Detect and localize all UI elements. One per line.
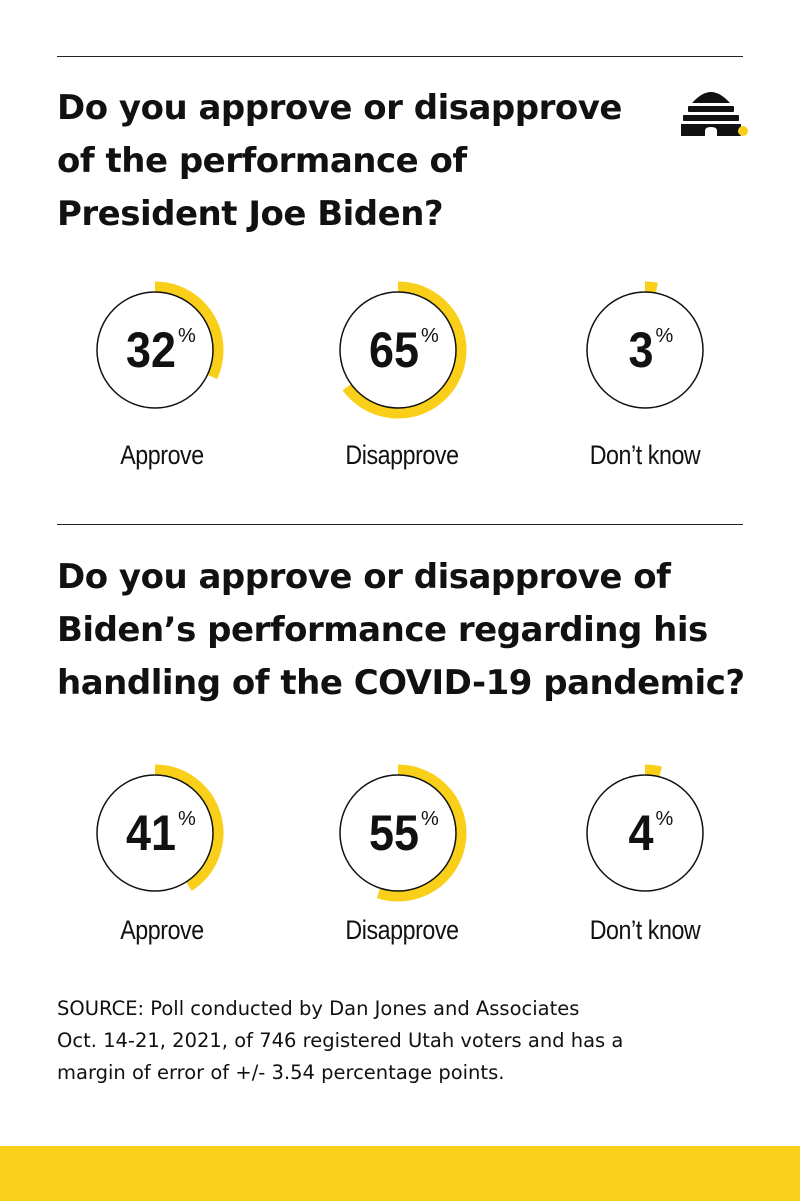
chart-1-value-disapprove: 65 [369, 322, 419, 378]
chart-2-unit-approve: % [178, 808, 196, 830]
beehive-logo-icon [681, 92, 748, 136]
chart-2-value-approve: 41 [126, 805, 176, 861]
chart-2-donut-approve: 41% [96, 764, 224, 892]
chart-2-svg: 41% 55% 4% [96, 764, 704, 902]
chart-1-unit-approve: % [178, 325, 196, 347]
chart-1-donut-disapprove: 65% [339, 281, 467, 419]
chart-1-unit-disapprove: % [421, 325, 439, 347]
question-1-line-1: Do you approve or disapprove [57, 88, 622, 128]
chart-1-label-disapprove: Disapprove [345, 440, 459, 470]
chart-2-ring-disapprove [339, 774, 457, 892]
chart-2-value-dont-know: 4 [629, 805, 654, 861]
chart-1-svg: 32% 65% 3% [96, 281, 704, 419]
middle-divider [57, 524, 743, 525]
source-line-1: SOURCE: Poll conducted by Dan Jones and … [57, 997, 580, 1020]
question-2-line-3: handling of the COVID-19 pandemic? [57, 663, 745, 703]
chart-2-arc-approve [154, 764, 224, 891]
footer-accent-bar [0, 1146, 800, 1201]
chart-1-label-dont-know: Don’t know [589, 440, 701, 470]
chart-1-arc-disapprove [342, 281, 467, 419]
chart-1-ring-dont-know [586, 291, 704, 409]
chart-2-label-disapprove: Disapprove [345, 915, 459, 945]
chart-1-arc-approve [154, 281, 224, 380]
chart-2-donut-dont-know: 4% [586, 764, 704, 892]
chart-1-donut-dont-know: 3% [586, 281, 704, 409]
chart-group-1: 32% 65% 3% [0, 275, 800, 425]
chart-2-unit-disapprove: % [421, 808, 439, 830]
chart-1-unit-dont-know: % [656, 325, 674, 347]
chart-1-arc-dont-know [644, 281, 658, 294]
chart-2-arc-disapprove [376, 764, 467, 902]
chart-2-donut-disapprove: 55% [339, 764, 467, 902]
chart-2-ring-approve [96, 774, 214, 892]
question-2-title: Do you approve or disapprove of Biden’s … [57, 551, 745, 710]
chart-1-ring-approve [96, 291, 214, 409]
top-divider [57, 56, 743, 57]
source-line-3: margin of error of +/- 3.54 percentage p… [57, 1061, 505, 1084]
question-1-line-2: of the performance of [57, 141, 467, 181]
chart-2-value-disapprove: 55 [369, 805, 419, 861]
chart-2-ring-dont-know [586, 774, 704, 892]
chart-1-donut-approve: 32% [96, 281, 224, 409]
question-1-line-3: President Joe Biden? [57, 194, 444, 234]
source-note: SOURCE: Poll conducted by Dan Jones and … [57, 993, 757, 1089]
question-1-title: Do you approve or disapprove of the perf… [57, 82, 622, 241]
question-2-line-1: Do you approve or disapprove of [57, 557, 671, 597]
chart-1-label-approve: Approve [120, 440, 204, 470]
chart-1-value-approve: 32 [126, 322, 176, 378]
question-2-line-2: Biden’s performance regarding his [57, 610, 708, 650]
chart-1-value-dont-know: 3 [629, 322, 654, 378]
chart-2-label-approve: Approve [120, 915, 204, 945]
chart-1-ring-disapprove [339, 291, 457, 409]
chart-2-arc-dont-know [644, 764, 663, 778]
chart-2-label-dont-know: Don’t know [589, 915, 701, 945]
chart-2-unit-dont-know: % [656, 808, 674, 830]
source-line-2: Oct. 14-21, 2021, of 746 registered Utah… [57, 1029, 624, 1052]
chart-group-2: 41% 55% 4% [0, 758, 800, 908]
